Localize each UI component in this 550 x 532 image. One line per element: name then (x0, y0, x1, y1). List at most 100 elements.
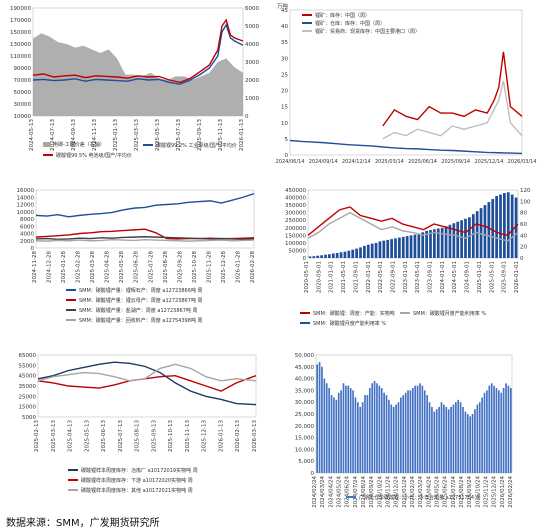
bar (340, 390, 342, 473)
y-tick-label: 30000 (14, 102, 32, 108)
bar (506, 192, 510, 258)
legend-label: SMM：碳酸锂月度产能利用率 % (313, 320, 386, 327)
bar (361, 402, 364, 473)
legend-label: SMM：碳酸锂产量：盐湖产：周度 a12723867吨 周 (79, 307, 198, 314)
y-tick-label: 450000 (285, 188, 306, 194)
chart-panel-6: 0 5,000 10,000 15,000 20,000 25,000 30,000 35,0… (295, 353, 514, 508)
bar (514, 197, 518, 258)
x-tick-label: 2024/09/24 (369, 476, 375, 508)
bar (452, 223, 456, 258)
bar (443, 404, 445, 473)
y-tick-label: 20 (281, 89, 288, 95)
bar (335, 253, 339, 258)
y2-tick-label: 0 (245, 114, 249, 120)
legend-label: 碳酸锂样本周度库存：冶炼厂 a10172019实物吨 周 (81, 467, 198, 474)
bar (483, 392, 486, 473)
y-tick-label: 0 (31, 246, 35, 252)
x-tick-label: 2026/03/14 (508, 159, 537, 165)
bar (409, 390, 412, 473)
y2-tick-label: 40 (520, 233, 527, 239)
series-line (37, 361, 257, 406)
y2-tick-label: 20 (520, 245, 527, 251)
bar (402, 395, 405, 473)
bar (444, 226, 448, 258)
series-line (382, 80, 523, 140)
plot-frame (35, 189, 255, 249)
bar (426, 395, 428, 473)
y-unit-label: 万吨 (277, 2, 289, 10)
x-tick-label: 2025-09-01 (502, 261, 508, 293)
bar (380, 388, 383, 473)
bar (445, 406, 448, 473)
bar (390, 239, 393, 258)
x-tick-label: 2021-05-01 (341, 261, 347, 293)
y2-tick-label: 80 (520, 211, 527, 217)
bar (374, 242, 378, 258)
y-tick-label: 5,000 (298, 459, 314, 465)
series-line (35, 236, 255, 241)
x-tick-label: 2025-08-13 (135, 420, 141, 452)
bar (495, 388, 498, 473)
bar (509, 388, 512, 473)
bar (435, 409, 438, 473)
x-tick-label: 2024-07-13 (50, 119, 56, 151)
bar (456, 221, 460, 258)
legend-label: 锂矿：仓库：库存：中国（周） (315, 20, 385, 27)
legend-label: 碳酸锂样本周度库存：其他 a10172021实物吨 周 (81, 487, 193, 494)
y-tick-label: 400000 (285, 196, 306, 202)
legend-label: SMM：碳酸锂：周度：产能：实物吨 (313, 310, 395, 317)
bar (349, 388, 352, 473)
x-tick-label: 2025/06/24 (443, 476, 449, 508)
bar (417, 233, 421, 258)
bar (368, 388, 371, 473)
bar (431, 406, 433, 473)
x-tick-label: 2024-09-13 (71, 119, 77, 151)
y2-tick-label: 0 (520, 256, 524, 262)
bar (505, 383, 507, 473)
series-line (32, 23, 244, 85)
bar (483, 205, 487, 258)
x-tick-label: 2025/12/24 (492, 476, 498, 508)
bar (339, 252, 343, 258)
bar (478, 402, 481, 473)
y2-tick-label: 4000 (245, 42, 259, 48)
y-tick-label: 2000 (20, 239, 34, 245)
y-tick-label: 10000 (14, 114, 32, 120)
series-line (35, 192, 255, 218)
y-tick-label: 45000 (19, 374, 37, 380)
bar (347, 250, 351, 258)
y-tick-label: 25000 (19, 394, 37, 400)
x-tick-label: 2024/12/14 (342, 159, 371, 165)
x-tick-label: 2025-05-13 (84, 420, 90, 452)
x-tick-label: 2023-01-01 (403, 261, 409, 293)
bar (500, 392, 503, 473)
series-line (289, 139, 523, 155)
x-tick-label: 2025-04-28 (105, 251, 111, 283)
x-tick-label: 2024-11-13 (92, 119, 98, 151)
chart-panel-5: 5000 15000 25000 35000 45000 55000 65000 2025-0… (19, 353, 259, 494)
bar (405, 236, 409, 258)
x-tick-label: 2026-03-13 (252, 420, 258, 452)
y-tick-label: 15,000 (295, 436, 315, 442)
bar (398, 237, 401, 258)
bar (495, 196, 498, 258)
bar (502, 388, 505, 473)
x-tick-label: 2024/06/14 (276, 159, 305, 165)
bar (359, 247, 362, 258)
x-tick-label: 2025/12/14 (474, 159, 503, 165)
bar (413, 234, 417, 258)
x-tick-label: 2025/03/24 (418, 476, 424, 508)
bar (414, 385, 417, 473)
x-tick-label: 2025-03-13 (134, 119, 140, 151)
bar (376, 383, 378, 473)
x-tick-label: 2025-12-28 (221, 251, 227, 283)
bar (476, 404, 479, 473)
y-tick-label: 50000 (14, 90, 32, 96)
bar (328, 388, 330, 473)
y-tick-label: 10,000 (295, 447, 315, 453)
y-tick-label: 6000 (20, 224, 34, 230)
